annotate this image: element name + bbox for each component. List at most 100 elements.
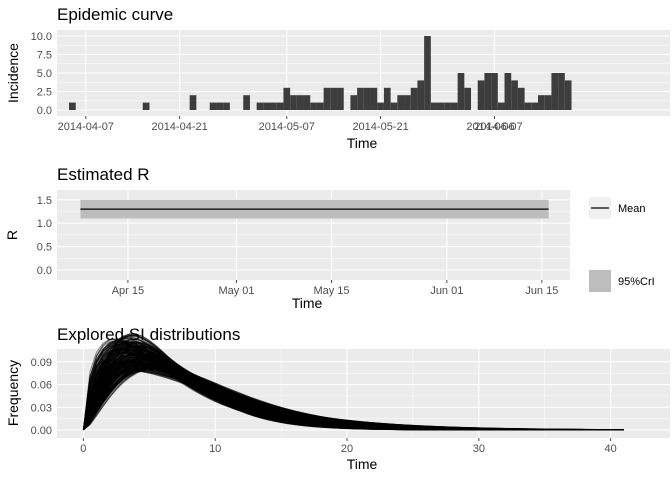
si-curve bbox=[82, 352, 624, 431]
epi-bar bbox=[296, 95, 304, 110]
si-curve bbox=[82, 369, 624, 431]
si-curve bbox=[82, 342, 624, 431]
si-curve bbox=[82, 353, 624, 431]
si-curve bbox=[82, 366, 624, 431]
si-curve bbox=[82, 342, 624, 431]
si-curve bbox=[82, 334, 624, 431]
si-curve bbox=[82, 360, 624, 431]
si-curve bbox=[82, 362, 624, 431]
si-curve bbox=[82, 357, 624, 431]
si-curve bbox=[82, 349, 624, 431]
si-curve bbox=[82, 348, 624, 431]
epi-y-tick-label: 5.0 bbox=[37, 68, 52, 80]
si-curve bbox=[82, 367, 624, 431]
si-curve bbox=[82, 341, 624, 431]
epi-x-tick-label: 2014-05-07 bbox=[259, 121, 315, 133]
si-curve bbox=[82, 368, 624, 431]
epi-x-tick-label: 2014-04-07 bbox=[58, 121, 114, 133]
si-curve bbox=[82, 363, 624, 431]
epi-bar bbox=[357, 87, 364, 110]
si-curve bbox=[82, 361, 624, 431]
si-curve bbox=[82, 366, 624, 431]
si-curve bbox=[82, 356, 624, 431]
si-curve bbox=[82, 356, 624, 431]
si-curve bbox=[82, 355, 624, 431]
epi-bar bbox=[504, 73, 512, 110]
si-curve bbox=[82, 368, 624, 431]
si-curve bbox=[82, 365, 624, 431]
si-curve bbox=[82, 353, 624, 431]
si-x-tick-label: 40 bbox=[605, 443, 617, 455]
epi-title: Epidemic curve bbox=[57, 5, 173, 24]
si-curve bbox=[82, 340, 624, 431]
epi-bar bbox=[310, 102, 317, 110]
si-curve bbox=[82, 335, 624, 431]
si-curve bbox=[82, 340, 624, 431]
si-curve bbox=[82, 340, 624, 431]
si-curve bbox=[82, 345, 624, 431]
si-curve bbox=[82, 345, 624, 431]
si-curve bbox=[82, 362, 624, 431]
si-curve bbox=[82, 351, 624, 431]
epi-y-tick-label: 7.5 bbox=[37, 50, 52, 62]
si-curve bbox=[82, 366, 624, 431]
si-curve bbox=[82, 344, 624, 431]
epi-bar bbox=[216, 102, 224, 110]
r-x-ticks: Apr 15 May 01 May 15 Jun 01 Jun 15 bbox=[112, 280, 558, 297]
si-curve bbox=[83, 366, 624, 431]
si-curve bbox=[82, 355, 624, 431]
panel-si-distributions: Explored SI distributions 0.000.030.060.… bbox=[5, 325, 670, 472]
si-curve bbox=[82, 355, 624, 431]
si-curve bbox=[82, 354, 624, 431]
si-curve bbox=[82, 338, 624, 431]
si-curve bbox=[82, 365, 624, 431]
epi-bar bbox=[283, 87, 291, 110]
si-curve bbox=[82, 369, 624, 431]
epi-y-tick-label: 2.5 bbox=[37, 87, 52, 99]
si-curve bbox=[82, 362, 624, 431]
si-curve bbox=[83, 365, 624, 431]
si-curve bbox=[82, 341, 624, 431]
si-curve bbox=[82, 362, 624, 431]
si-curve bbox=[82, 358, 624, 431]
epi-bar bbox=[337, 87, 344, 110]
si-curve bbox=[82, 337, 624, 431]
si-curve bbox=[82, 354, 624, 431]
si-curve bbox=[82, 369, 624, 431]
epi-y-tick-label: 10.0 bbox=[31, 31, 52, 43]
epi-bar bbox=[256, 102, 264, 110]
si-curve bbox=[82, 350, 624, 431]
si-curve bbox=[83, 365, 624, 431]
legend-band-label: 95%CrI bbox=[618, 276, 655, 288]
si-curve bbox=[82, 352, 624, 431]
si-curve bbox=[82, 363, 624, 431]
si-curve bbox=[82, 349, 624, 431]
r-y-tick-label: 1.0 bbox=[37, 218, 52, 230]
si-x-axis-title: Time bbox=[347, 456, 378, 472]
si-curve bbox=[83, 364, 624, 431]
si-curve bbox=[82, 349, 624, 431]
epi-bars bbox=[69, 36, 572, 110]
si-curve bbox=[82, 345, 624, 431]
si-curve bbox=[82, 356, 624, 431]
si-curve bbox=[82, 350, 624, 431]
si-curve bbox=[83, 367, 624, 431]
si-curve bbox=[82, 364, 624, 431]
si-curve bbox=[82, 343, 624, 431]
r-x-tick-label: May 15 bbox=[313, 285, 349, 297]
si-curve bbox=[82, 337, 624, 431]
si-curve bbox=[82, 359, 624, 431]
si-curve bbox=[83, 363, 624, 431]
si-curve bbox=[82, 366, 624, 431]
si-curve bbox=[82, 333, 624, 431]
si-curve bbox=[82, 335, 624, 431]
si-curve bbox=[82, 349, 624, 431]
si-y-ticks: 0.00 0.03 0.06 0.09 bbox=[31, 357, 52, 437]
si-curve bbox=[82, 341, 624, 431]
si-curve bbox=[82, 352, 624, 431]
si-curve bbox=[82, 345, 624, 431]
si-curve bbox=[82, 368, 624, 431]
epi-bar bbox=[243, 95, 250, 110]
si-curve bbox=[82, 343, 624, 431]
